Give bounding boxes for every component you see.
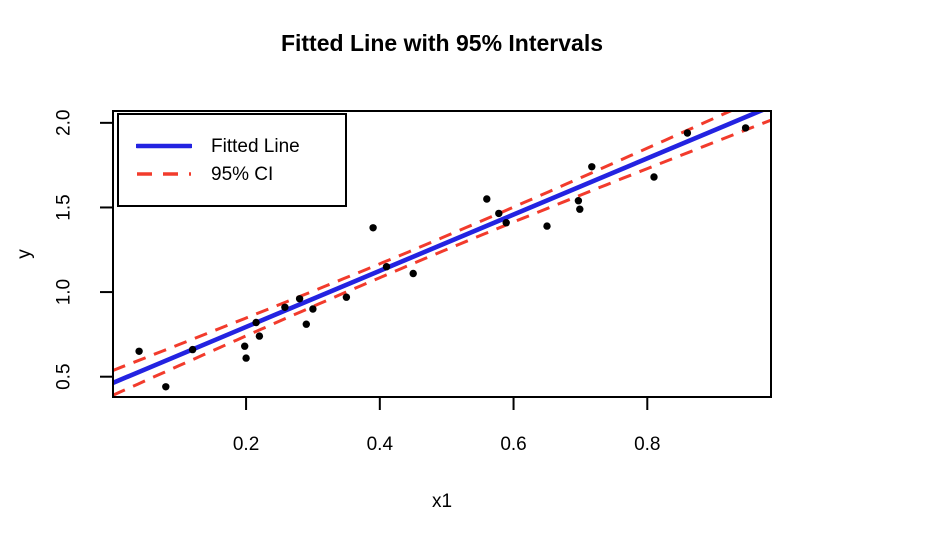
data-point (162, 383, 170, 391)
data-point (483, 195, 491, 203)
data-point (543, 222, 551, 230)
y-tick-label: 1.0 (54, 279, 75, 305)
legend-item-fitted-line: Fitted Line (136, 137, 345, 156)
y-tick-label: 0.5 (54, 363, 75, 389)
data-point (576, 205, 584, 213)
data-point (242, 354, 250, 362)
data-point (241, 342, 249, 350)
data-point (252, 318, 260, 327)
x-axis-title: x1 (431, 491, 453, 512)
data-point (741, 124, 750, 132)
legend-label-fitted-line: Fitted Line (211, 135, 300, 157)
data-point (302, 320, 310, 328)
legend-label-ci: 95% CI (211, 163, 274, 185)
ci-lower-line (113, 118, 771, 397)
data-point (188, 345, 197, 354)
data-point (588, 163, 596, 171)
y-tick-label: 1.5 (54, 194, 75, 220)
data-point (295, 295, 304, 303)
data-point (502, 219, 510, 227)
x-tick-label: 0.8 (634, 434, 660, 455)
x-tick-label: 0.6 (500, 434, 526, 455)
legend: Fitted Line 95% CI (117, 113, 347, 207)
fitted-line (113, 111, 767, 385)
x-tick-label: 0.2 (233, 434, 259, 455)
data-point (342, 293, 351, 301)
chart-title: Fitted Line with 95% Intervals (280, 30, 604, 56)
data-point (574, 197, 583, 205)
y-axis-title: y (14, 249, 35, 259)
ci-swatch-icon (137, 172, 191, 176)
x-tick-label: 0.4 (367, 434, 394, 455)
plot-box (112, 110, 772, 398)
data-point (683, 129, 692, 137)
data-point (382, 263, 391, 271)
data-point (135, 347, 143, 355)
data-point (255, 332, 264, 340)
data-point (495, 209, 503, 218)
ci-upper-line (113, 111, 734, 372)
data-point (409, 269, 417, 278)
data-point (281, 303, 289, 311)
data-point (650, 173, 658, 181)
fitted-line-swatch-icon (136, 143, 192, 149)
data-point (309, 305, 317, 313)
data-point (369, 224, 377, 232)
legend-item-ci: 95% CI (136, 165, 345, 184)
y-tick-label: 2.0 (54, 110, 75, 136)
